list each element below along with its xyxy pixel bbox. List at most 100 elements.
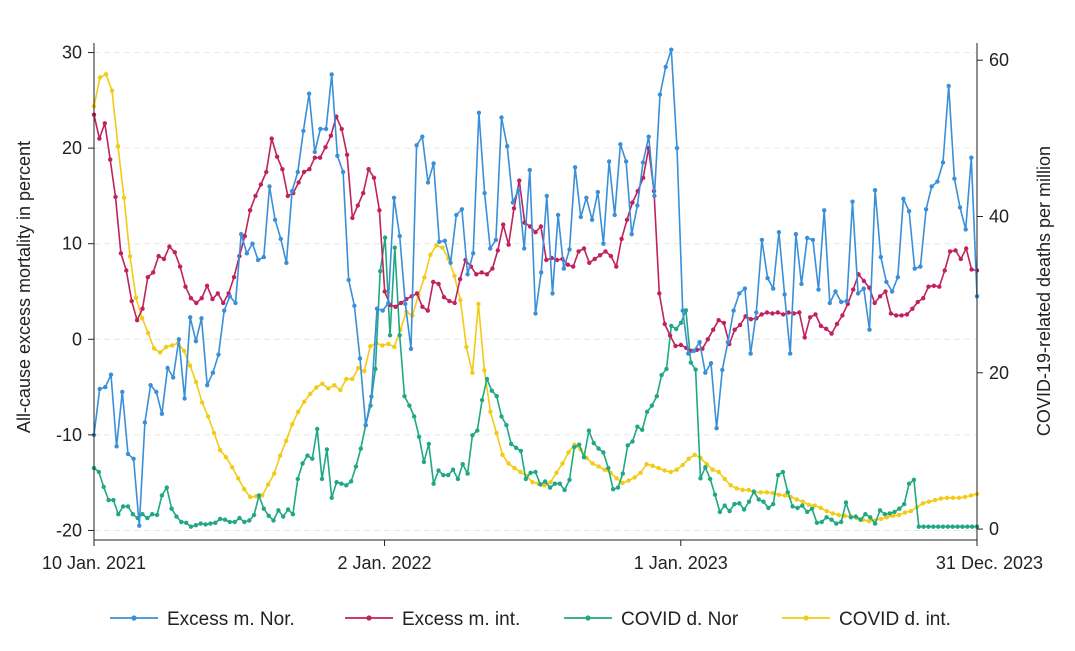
- data-point: [300, 461, 305, 466]
- data-point: [242, 487, 247, 492]
- data-point: [897, 506, 902, 511]
- data-point: [233, 300, 238, 306]
- data-point: [606, 465, 611, 471]
- data-point: [97, 136, 102, 141]
- data-point: [307, 167, 312, 172]
- data-point: [544, 257, 549, 263]
- data-point: [137, 523, 142, 528]
- data-point: [260, 493, 265, 498]
- data-point: [539, 270, 544, 275]
- data-point: [899, 313, 904, 318]
- data-point: [850, 199, 855, 204]
- data-point: [896, 512, 902, 518]
- data-point: [904, 312, 910, 317]
- data-point: [776, 492, 781, 497]
- data-point: [698, 476, 703, 481]
- data-point: [748, 351, 753, 356]
- y-left-tick-label: -10: [56, 425, 82, 445]
- data-point: [947, 249, 953, 254]
- data-point: [963, 227, 968, 232]
- data-point: [134, 318, 140, 323]
- data-point: [355, 203, 360, 208]
- data-point: [242, 519, 247, 525]
- data-point: [495, 248, 500, 253]
- data-point: [708, 476, 713, 482]
- data-point: [581, 455, 587, 460]
- data-point: [929, 184, 934, 189]
- data-point: [280, 167, 285, 172]
- data-point: [454, 212, 459, 218]
- data-point: [111, 497, 116, 503]
- data-point: [203, 522, 208, 527]
- data-point: [115, 144, 121, 149]
- data-point: [161, 256, 167, 262]
- data-point: [339, 481, 344, 486]
- data-point: [833, 289, 838, 294]
- data-point: [782, 493, 787, 498]
- data-point: [765, 275, 770, 281]
- data-point: [482, 190, 487, 196]
- data-point: [748, 317, 754, 322]
- data-point: [366, 167, 371, 172]
- data-point: [884, 515, 890, 520]
- legend-swatch-marker: [803, 615, 809, 621]
- data-point: [420, 304, 425, 309]
- data-point: [624, 217, 630, 222]
- data-point: [109, 88, 115, 93]
- data-point: [722, 503, 727, 508]
- data-point: [652, 193, 657, 199]
- data-point: [964, 246, 969, 251]
- data-point: [861, 278, 867, 284]
- data-point: [788, 351, 793, 356]
- data-point: [776, 230, 782, 235]
- data-point: [151, 270, 156, 275]
- data-point: [644, 409, 650, 414]
- data-point: [630, 200, 635, 205]
- data-point: [533, 311, 538, 316]
- data-point: [450, 467, 456, 472]
- data-point: [703, 370, 708, 375]
- data-point: [614, 476, 619, 481]
- data-point: [139, 315, 145, 321]
- data-point: [674, 145, 680, 151]
- data-point: [950, 524, 955, 529]
- data-point: [172, 250, 177, 255]
- data-point: [906, 481, 912, 486]
- data-point: [269, 136, 274, 141]
- data-point: [703, 465, 708, 470]
- data-point: [232, 519, 237, 525]
- data-point: [734, 486, 739, 491]
- data-point: [436, 468, 441, 473]
- data-point: [346, 277, 351, 283]
- data-point: [416, 434, 422, 439]
- data-point: [926, 499, 932, 504]
- data-point: [397, 233, 402, 239]
- data-point: [412, 414, 417, 419]
- data-point: [176, 337, 182, 342]
- data-point: [610, 487, 616, 492]
- y-axis-left-title: All-cause excess mortality in percent: [14, 141, 34, 433]
- data-point: [335, 153, 340, 158]
- data-point: [217, 447, 223, 453]
- data-point: [247, 208, 253, 213]
- data-point: [705, 337, 710, 342]
- data-point: [567, 247, 572, 252]
- data-point: [572, 444, 577, 450]
- data-point: [714, 426, 719, 431]
- data-point: [587, 260, 592, 265]
- data-point: [877, 508, 883, 513]
- data-point: [878, 254, 883, 260]
- data-point: [493, 237, 499, 243]
- data-point: [103, 72, 109, 77]
- data-point: [490, 266, 495, 271]
- data-point: [357, 356, 363, 361]
- data-point: [940, 160, 946, 165]
- data-point: [737, 501, 742, 506]
- data-point: [618, 142, 623, 147]
- data-point: [510, 200, 516, 205]
- data-point: [470, 370, 475, 375]
- data-point: [668, 469, 673, 475]
- data-point: [516, 188, 521, 193]
- data-point: [953, 248, 958, 253]
- data-point: [131, 456, 136, 461]
